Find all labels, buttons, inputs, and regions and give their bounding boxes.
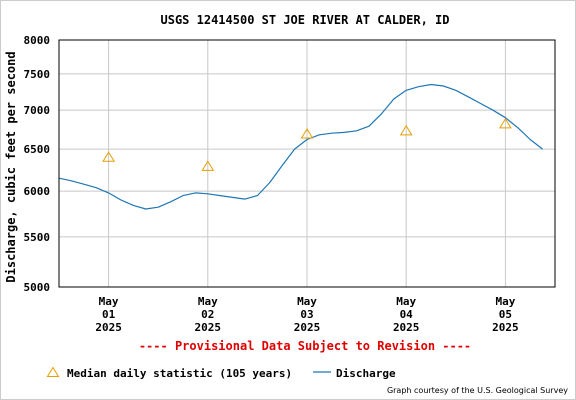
discharge-series [58,83,543,210]
median-point [300,128,314,139]
median-point [201,160,215,171]
discharge-line [58,83,543,210]
y-tick-label: 7000 [24,104,51,117]
legend: Median daily statistic (105 years) Disch… [46,366,396,380]
median-point [102,151,115,162]
provisional-note: ---- Provisional Data Subject to Revisio… [139,339,471,353]
y-tick-label: 5500 [24,231,51,244]
y-tick-label: 6500 [24,143,51,156]
x-tick-label: May 04 2025 [393,295,420,334]
legend-median-triangle-icon [46,366,60,377]
legend-discharge-label: Discharge [336,367,396,380]
y-tick-label: 7500 [24,68,51,81]
median-point [399,124,413,136]
usgs-credit: Graph courtesy of the U.S. Geological Su… [387,386,568,395]
legend-median-label: Median daily statistic (105 years) [67,367,292,380]
x-tick-label: May 03 2025 [294,295,321,334]
y-tick-label: 6000 [24,185,51,198]
x-tick-label: May 02 2025 [195,295,222,334]
x-tick-label: May 01 2025 [95,295,122,334]
median-series [102,117,512,171]
y-tick-label: 5000 [24,281,51,294]
x-tick-label: May 05 2025 [492,295,519,334]
chart-title: USGS 12414500 ST JOE RIVER AT CALDER, ID [161,13,450,27]
x-axis-ticks: May 01 2025 May 02 2025 May 03 2025 May 04 2025 May 0… [95,295,518,334]
median-point [499,117,512,129]
y-axis-ticks: 5000 5500 6000 6500 7000 7500 8000 [24,34,51,294]
plot-border [58,39,556,288]
y-tick-label: 8000 [24,34,51,47]
y-axis-label: Discharge, cubic feet per second [4,51,18,282]
